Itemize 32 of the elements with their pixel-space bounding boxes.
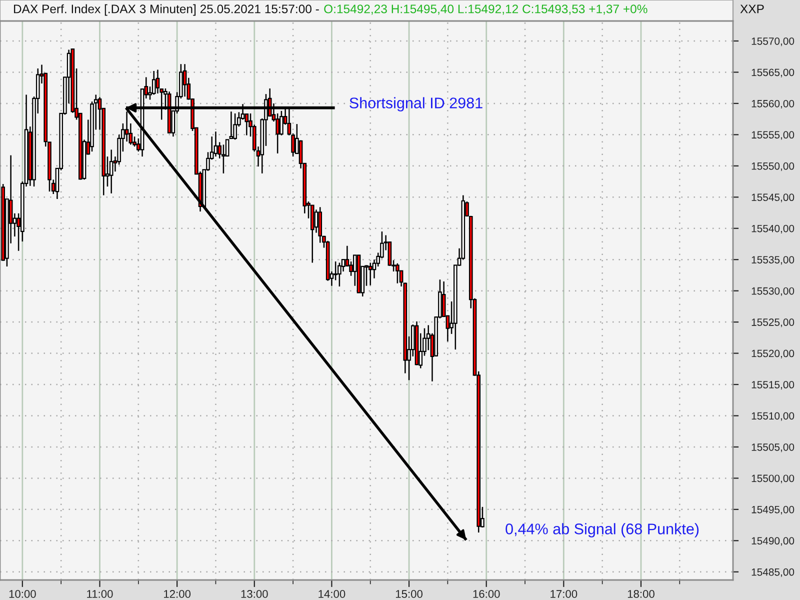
y-tick-label: 15570,00 (752, 37, 794, 46)
x-tick-label: 10:00 (9, 590, 36, 598)
x-tick-label: 18:00 (628, 590, 654, 598)
y-tick-label: 15535,00 (752, 256, 794, 265)
y-tick-label: 15500,00 (752, 474, 794, 484)
y-tick-label: 15510,00 (752, 412, 794, 421)
annotation: Shortsignal ID 2981 (350, 97, 482, 112)
y-tick-label: 15565,00 (752, 68, 794, 78)
x-tick-label: 13:00 (241, 590, 268, 598)
y-tick-label: 15520,00 (752, 350, 794, 358)
y-tick-label: 15525,00 (752, 318, 794, 328)
x-tick-label: 12:00 (164, 590, 191, 598)
y-tick-label: 15490,00 (752, 537, 794, 546)
y-tick-label: 15555,00 (752, 131, 794, 140)
x-tick-label: 14:00 (318, 590, 346, 598)
x-tick-label: 11:00 (87, 590, 113, 598)
chart-title: DAX Perf. Index [.DAX 3 Minuten] 25.05.2021 15:57:00 - (14, 4, 319, 16)
x-tick-label: 15:00 (396, 590, 422, 598)
annotation: 0,44% ab Signal (68 Punkte) (506, 523, 699, 538)
y-tick-label: 15505,00 (752, 443, 794, 452)
text: XXP (740, 4, 764, 14)
y-tick-label: 15515,00 (752, 381, 794, 390)
y-tick-label: 15530,00 (752, 287, 794, 296)
y-tick-label: 15495,00 (752, 506, 794, 515)
x-tick-label: 16:00 (473, 590, 500, 598)
y-tick-label: 15545,00 (752, 194, 794, 202)
y-tick-label: 15560,00 (752, 100, 794, 109)
y-tick-label: 15540,00 (752, 224, 794, 234)
x-tick-label: 17:00 (550, 590, 578, 598)
y-tick-label: 15550,00 (752, 162, 794, 172)
chart-subtitle: O:15492,23 H:15495,40 L:15492,12 C:15493,53 +1,37 +0% (324, 4, 648, 15)
y-tick-label: 15485,00 (752, 568, 794, 577)
